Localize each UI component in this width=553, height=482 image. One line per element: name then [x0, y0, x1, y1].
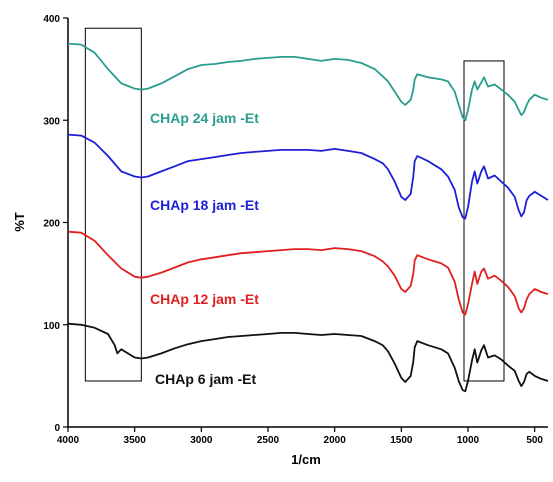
x-tick-label: 2000: [324, 435, 347, 446]
y-tick-label: 0: [54, 423, 60, 434]
series-line-1: [67, 133, 549, 220]
x-tick-label: 4000: [57, 435, 80, 446]
y-tick-label: 300: [43, 116, 60, 127]
series-line-2: [67, 230, 549, 316]
highlight-regions: [84, 27, 505, 382]
y-ticks: 0 100 200 300 400: [43, 14, 68, 434]
x-tick-label: 2500: [257, 435, 280, 446]
x-ticks: 4000 3500 3000 2500 2000 1500 1000 500: [57, 427, 543, 446]
series-line-3: [67, 322, 549, 393]
axes: [67, 18, 548, 428]
series-label-6: CHAp 6 jam -Et: [155, 371, 256, 387]
series-labels: CHAp 24 jam -Et CHAp 18 jam -Et CHAp 12 …: [150, 110, 259, 387]
x-axis-label: 1/cm: [291, 452, 321, 467]
series-label-12: CHAp 12 jam -Et: [150, 291, 259, 307]
series-line-0: [67, 42, 549, 122]
series-label-24: CHAp 24 jam -Et: [150, 110, 259, 126]
x-tick-label: 1000: [457, 435, 480, 446]
series-label-18: CHAp 18 jam -Et: [150, 197, 259, 213]
y-tick-label: 200: [43, 219, 60, 230]
highlight-region: [84, 27, 142, 382]
y-axis-label: %T: [12, 212, 27, 232]
x-tick-label: 3500: [124, 435, 147, 446]
x-tick-label: 3000: [190, 435, 213, 446]
highlight-region: [463, 60, 505, 382]
series-lines: [67, 42, 549, 393]
y-tick-label: 100: [43, 321, 60, 332]
x-tick-label: 1500: [390, 435, 413, 446]
x-tick-label: 500: [526, 435, 543, 446]
y-tick-label: 400: [43, 14, 60, 25]
